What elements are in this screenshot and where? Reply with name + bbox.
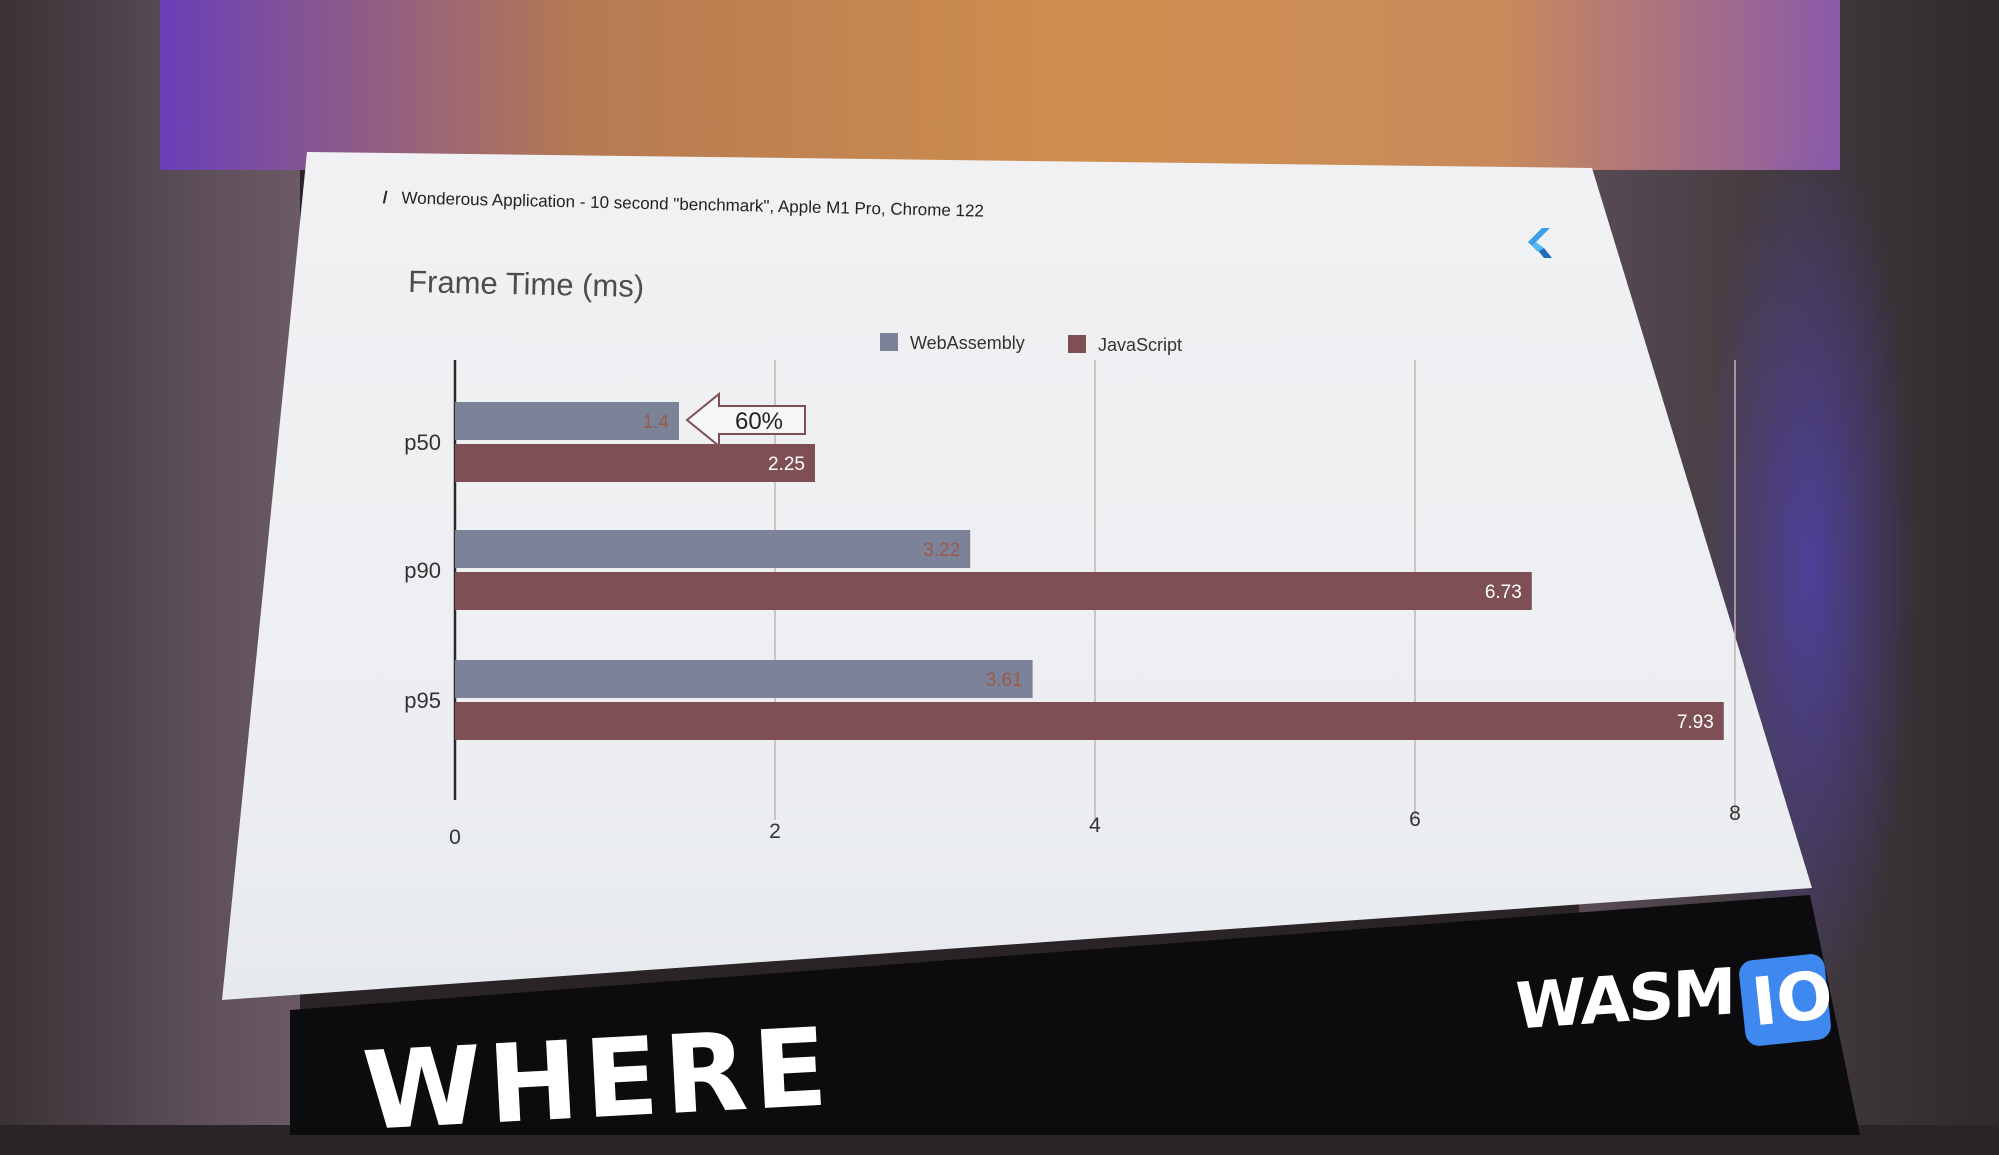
bar-javascript	[455, 444, 815, 482]
wasm-logo-text: WASM	[1515, 955, 1735, 1045]
legend-swatch-javascript	[1068, 335, 1086, 353]
bar-webassembly	[455, 402, 679, 440]
x-tick-label: 8	[1729, 802, 1741, 825]
bar-javascript	[455, 572, 1532, 610]
wasm-io-logo: WASM IO	[1515, 950, 1836, 1050]
x-tick-label: 0	[449, 826, 461, 849]
flutter-logo-icon	[1528, 228, 1552, 258]
callout-label: 60%	[735, 408, 783, 435]
left-arrow-callout-icon	[685, 391, 806, 449]
bar-webassembly	[455, 660, 1033, 698]
wood-ceiling	[160, 0, 1840, 170]
legend-label-javascript: JavaScript	[1098, 335, 1182, 355]
legend-label-webassembly: WebAssembly	[910, 333, 1025, 353]
category-label: p50	[404, 430, 441, 455]
value-label-webassembly: 3.22	[923, 540, 960, 561]
value-label-javascript: 7.93	[1677, 712, 1714, 733]
value-label-webassembly: 1.4	[643, 412, 670, 433]
category-label: p90	[404, 558, 441, 583]
backdrop-text: WHERE	[360, 1005, 837, 1155]
value-label-javascript: 2.25	[768, 454, 805, 475]
bar-webassembly	[455, 530, 971, 568]
x-tick-label: 2	[769, 820, 781, 843]
wasm-badge-text: IO	[1748, 956, 1837, 1042]
x-tick-label: 4	[1089, 814, 1101, 837]
category-label: p95	[404, 688, 441, 713]
value-label-webassembly: 3.61	[986, 670, 1023, 691]
frame-time-chart: Frame Time (ms) 0 2 4 6 8 WebAssembly JavaScrip…	[404, 264, 1741, 849]
chart-title: Frame Time (ms)	[408, 264, 645, 304]
x-tick-label: 6	[1409, 808, 1421, 831]
legend-swatch-webassembly	[880, 333, 898, 351]
value-label-javascript: 6.73	[1485, 582, 1522, 603]
bar-javascript	[455, 702, 1724, 740]
wasm-io-badge-icon: IO	[1737, 952, 1837, 1048]
